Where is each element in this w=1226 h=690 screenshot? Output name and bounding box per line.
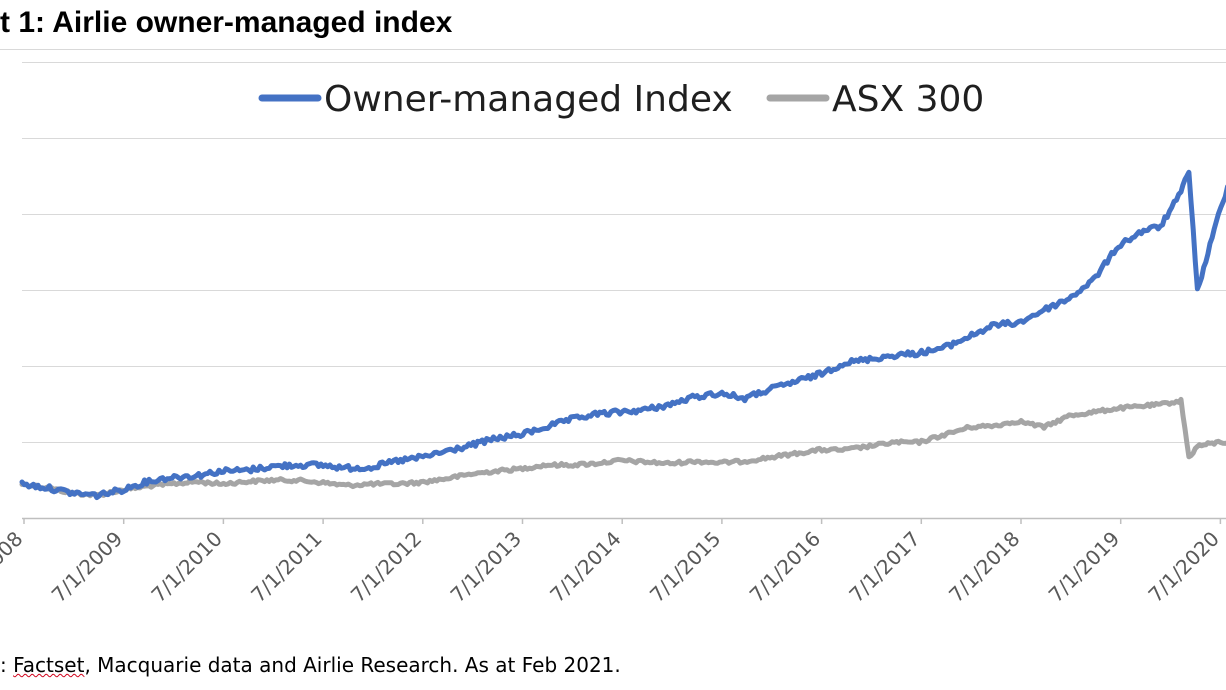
gridlines: [22, 62, 1226, 443]
series-line-asx300: [19, 396, 1226, 499]
series-lines: [19, 169, 1226, 501]
source-prefix: :: [0, 653, 14, 677]
x-tick-label: 008: [0, 527, 28, 571]
x-tick-label: 7/1/2015: [645, 527, 725, 607]
x-tick-label: 7/1/2010: [146, 527, 226, 607]
x-tick-label: 7/1/2017: [844, 527, 924, 607]
source-misspelled-word: Factset: [13, 653, 85, 677]
x-tick-label: 7/1/2012: [346, 527, 426, 607]
source-rest: , Macquarie data and Airlie Research. As…: [84, 653, 621, 677]
legend: Owner-managed Index ASX 300: [258, 79, 984, 120]
x-tick-label: 7/1/2009: [47, 527, 127, 607]
x-tick-label: 7/1/2014: [545, 527, 625, 607]
x-tick-label: 7/1/2020: [1143, 527, 1223, 607]
x-tick-label: 7/1/2013: [446, 527, 526, 607]
title-divider: [0, 49, 1226, 50]
x-tick-label: 7/1/2016: [745, 527, 825, 607]
series-line-owner-managed: [19, 169, 1226, 501]
x-tick-label: 7/1/2019: [1044, 527, 1124, 607]
source-note: : Factset, Macquarie data and Airlie Res…: [0, 653, 621, 683]
legend-label-asx300: ASX 300: [832, 79, 984, 120]
line-chart: 008 7/1/2009 7/1/2010 7/1/2011 7/1/2012 7/1/2…: [0, 62, 1226, 607]
x-tick-label: 7/1/2011: [246, 527, 326, 607]
chart-title: t 1: Airlie owner-managed index: [0, 6, 453, 39]
x-axis: 008 7/1/2009 7/1/2010 7/1/2011 7/1/2012 7/1/2…: [0, 517, 1226, 607]
legend-label-owner-managed: Owner-managed Index: [324, 79, 733, 120]
x-tick-label: 7/1/2018: [944, 527, 1024, 607]
